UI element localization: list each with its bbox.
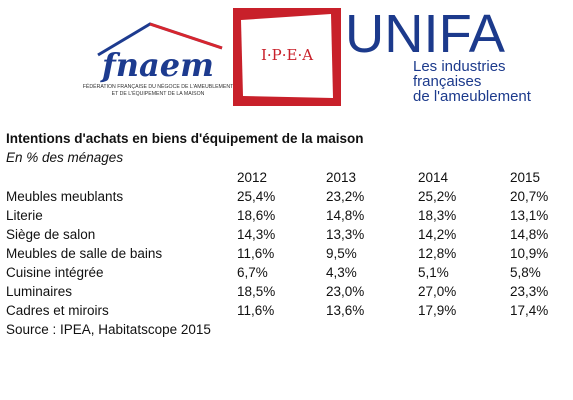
source: Source : IPEA, Habitatscope 2015 xyxy=(6,322,211,337)
cell-value: 18,3% xyxy=(418,208,457,223)
cell-value: 5,8% xyxy=(510,265,541,280)
cell-value: 23,0% xyxy=(326,284,365,299)
row-label: Cuisine intégrée xyxy=(6,265,104,280)
cell-value: 23,3% xyxy=(510,284,549,299)
cell-value: 13,3% xyxy=(326,227,365,242)
row-label: Siège de salon xyxy=(6,227,96,242)
cell-value: 11,6% xyxy=(237,246,275,261)
row-label: Meubles de salle de bains xyxy=(6,246,163,261)
cell-value: 9,5% xyxy=(326,246,357,261)
logos: fnaem FÉDÉRATION FRANÇAISE DU NÉGOCE DE … xyxy=(83,4,532,106)
cell-value: 14,8% xyxy=(510,227,549,242)
cell-value: 17,9% xyxy=(418,303,457,318)
fnaem-caption: FÉDÉRATION FRANÇAISE DU NÉGOCE DE L'AMEU… xyxy=(83,83,234,90)
cell-value: 13,1% xyxy=(510,208,549,223)
row-label: Cadres et miroirs xyxy=(6,303,109,318)
column-header: 2013 xyxy=(326,170,357,185)
cell-value: 18,6% xyxy=(237,208,276,223)
cell-value: 25,2% xyxy=(418,189,457,204)
cell-value: 14,2% xyxy=(418,227,457,242)
cell-value: 11,6% xyxy=(237,303,275,318)
cell-value: 25,4% xyxy=(237,189,276,204)
cell-value: 13,6% xyxy=(326,303,365,318)
unifa-tagline: françaises xyxy=(413,73,481,90)
cell-value: 27,0% xyxy=(418,284,457,299)
unifa-logo: UNIFA xyxy=(345,4,505,64)
subtitle: En % des ménages xyxy=(6,150,124,165)
ipea-logo: I·P·E·A xyxy=(261,46,313,64)
title: Intentions d'achats en biens d'équipemen… xyxy=(6,131,364,146)
cell-value: 23,2% xyxy=(326,189,365,204)
row-label: Meubles meublants xyxy=(6,189,124,204)
cell-value: 14,3% xyxy=(237,227,276,242)
cell-value: 18,5% xyxy=(237,284,276,299)
cell-value: 5,1% xyxy=(418,265,449,280)
column-header: 2012 xyxy=(237,170,268,185)
column-header: 2014 xyxy=(418,170,449,185)
unifa-tagline: Les industries xyxy=(413,58,506,75)
fnaem-logo: fnaem xyxy=(100,46,214,84)
cell-value: 17,4% xyxy=(510,303,549,318)
fnaem-caption: ET DE L'ÉQUIPEMENT DE LA MAISON xyxy=(112,90,205,97)
roof-line-red xyxy=(149,22,223,50)
cell-value: 14,8% xyxy=(326,208,365,223)
cell-value: 6,7% xyxy=(237,265,268,280)
cell-value: 20,7% xyxy=(510,189,549,204)
cell-value: 12,8% xyxy=(418,246,457,261)
cell-value: 10,9% xyxy=(510,246,549,261)
unifa-tagline: de l'ameublement xyxy=(413,88,532,105)
ipea-inner xyxy=(241,14,333,98)
row-label: Literie xyxy=(6,208,43,223)
column-header: 2015 xyxy=(510,170,541,185)
row-label: Luminaires xyxy=(6,284,73,299)
cell-value: 4,3% xyxy=(326,265,357,280)
